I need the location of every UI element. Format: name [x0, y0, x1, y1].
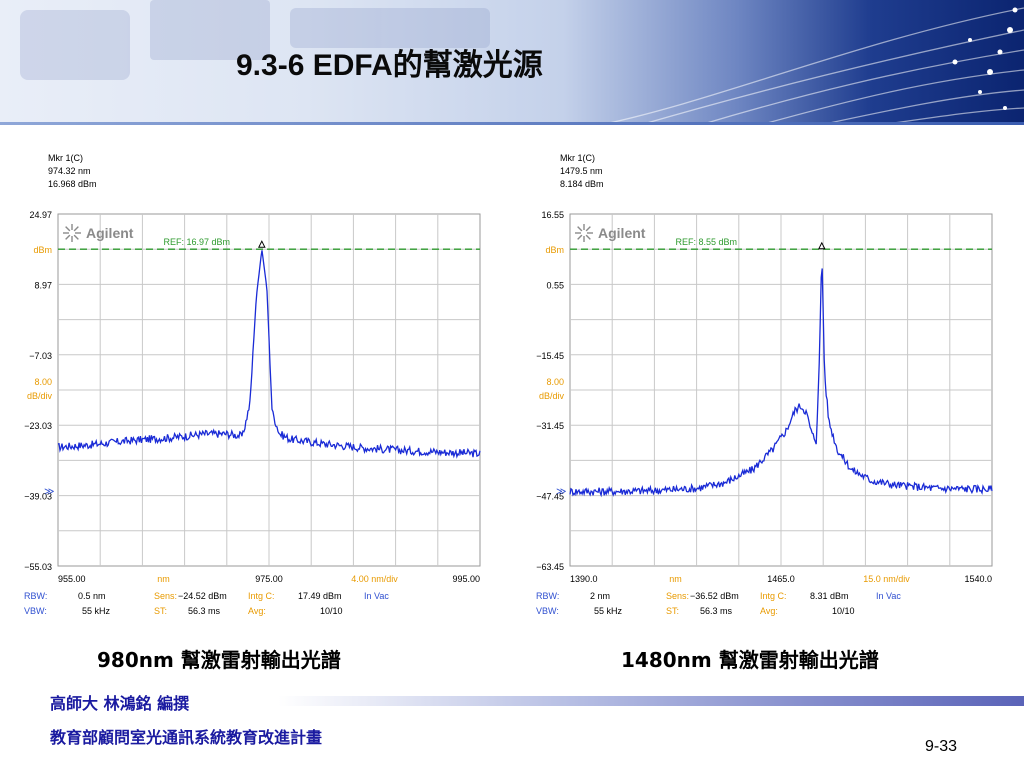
rbw-label: RBW: [536, 591, 559, 601]
vbw-label: VBW: [24, 606, 47, 616]
x-span-label: 15.0 nm/div [863, 574, 910, 584]
footer-gradient-bar [278, 696, 1024, 706]
mode-label: In Vac [876, 591, 901, 601]
footer-author: 高師大 林鴻銘 編撰 [50, 694, 190, 713]
sens-label: Sens: [666, 591, 689, 601]
sens-value: −24.52 dBm [178, 591, 227, 601]
avg-value: 10/10 [832, 606, 855, 616]
x-tick-label: 1465.0 [767, 574, 795, 584]
intg-value: 17.49 dBm [298, 591, 342, 601]
title-banner [0, 0, 1024, 125]
avg-label: Avg: [760, 606, 778, 616]
sensitivity-arrow-icon: ≫ [556, 486, 566, 497]
avg-value: 10/10 [320, 606, 343, 616]
st-label: ST: [666, 606, 679, 616]
x-tick-label: 995.00 [452, 574, 480, 584]
marker-wavelength: 974.32 nm [48, 166, 91, 176]
marker-label: Mkr 1(C) [48, 153, 83, 163]
peak-marker-icon [817, 241, 826, 250]
sens-value: −36.52 dBm [690, 591, 739, 601]
vbw-label: VBW: [536, 606, 559, 616]
vbw-value: 55 kHz [82, 606, 111, 616]
page-number: 9-33 [925, 738, 958, 755]
intg-label: Intg C: [760, 591, 787, 601]
chart-980nm: Mkr 1(C) 974.32 nm 16.968 dBm Agilent 24.97 8… [24, 153, 481, 616]
x-unit-label: nm [157, 574, 170, 584]
y-tick-label: −47.45 [536, 492, 564, 502]
footer-organization: 教育部顧問室光通訊系統教育改進計畫 [50, 728, 323, 747]
rbw-value: 2 nm [590, 591, 610, 601]
st-value: 56.3 ms [700, 606, 733, 616]
sensitivity-arrow-icon: ≫ [44, 486, 54, 497]
y-tick-label: −23.03 [24, 421, 52, 431]
avg-label: Avg: [248, 606, 266, 616]
caption-1480nm: 1480nm 幫激雷射輸出光譜 [621, 648, 879, 672]
y-tick-label: −31.45 [536, 421, 564, 431]
x-span-label: 4.00 nm/div [351, 574, 398, 584]
scale-value-label: 8.00 [546, 377, 564, 387]
y-unit-label: dBm [33, 245, 52, 255]
y-tick-label: −63.45 [536, 562, 564, 572]
peak-marker-icon [258, 240, 266, 248]
spectrum-trace [57, 250, 481, 459]
marker-wavelength: 1479.5 nm [560, 166, 603, 176]
scale-unit-label: dB/div [27, 391, 53, 401]
agilent-logo-icon [63, 224, 81, 242]
x-unit-label: nm [669, 574, 682, 584]
x-tick-label: 975.00 [255, 574, 283, 584]
rbw-value: 0.5 nm [78, 591, 106, 601]
rbw-label: RBW: [24, 591, 47, 601]
y-tick-label: 0.55 [546, 280, 564, 290]
y-tick-label: −55.03 [24, 562, 52, 572]
y-tick-label: 24.97 [29, 210, 52, 220]
x-tick-label: 955.00 [58, 574, 86, 584]
spectrum-trace [569, 268, 993, 498]
agilent-logo-icon [575, 224, 593, 242]
reference-label: REF: 8.55 dBm [676, 237, 738, 247]
marker-power: 8.184 dBm [560, 179, 604, 189]
x-tick-label: 1540.0 [964, 574, 992, 584]
intg-value: 8.31 dBm [810, 591, 849, 601]
vbw-value: 55 kHz [594, 606, 623, 616]
chart-1480nm: Mkr 1(C) 1479.5 nm 8.184 dBm Agilent 16.55 0.… [536, 153, 993, 616]
y-tick-label: −7.03 [29, 351, 52, 361]
y-tick-label: 8.97 [34, 280, 52, 290]
reference-label: REF: 16.97 dBm [164, 237, 231, 247]
mode-label: In Vac [364, 591, 389, 601]
marker-power: 16.968 dBm [48, 179, 97, 189]
brand-label: Agilent [598, 225, 646, 241]
banner-underline [0, 122, 1024, 125]
slide-title: 9.3-6 EDFA的幫激光源 [236, 49, 543, 82]
caption-980nm: 980nm 幫激雷射輸出光譜 [97, 648, 341, 672]
marker-label: Mkr 1(C) [560, 153, 595, 163]
st-label: ST: [154, 606, 167, 616]
scale-value-label: 8.00 [34, 377, 52, 387]
st-value: 56.3 ms [188, 606, 221, 616]
brand-label: Agilent [86, 225, 134, 241]
scale-unit-label: dB/div [539, 391, 565, 401]
x-tick-label: 1390.0 [570, 574, 598, 584]
fiber-optic-decoration [20, 0, 1024, 125]
y-tick-label: −15.45 [536, 351, 564, 361]
sens-label: Sens: [154, 591, 177, 601]
y-tick-label: −39.03 [24, 492, 52, 502]
y-unit-label: dBm [545, 245, 564, 255]
intg-label: Intg C: [248, 591, 275, 601]
y-tick-label: 16.55 [541, 210, 564, 220]
